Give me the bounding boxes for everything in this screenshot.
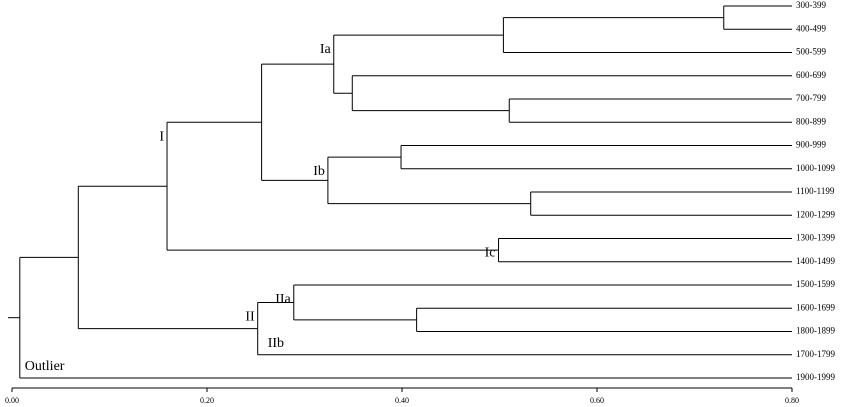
x-tick-label: 0.40: [395, 396, 409, 405]
x-tick-label: 0.60: [590, 396, 604, 405]
cluster-label: Ia: [320, 42, 332, 57]
leaf-label: 400-499: [796, 23, 826, 33]
leaf-label: 1200-1299: [796, 209, 835, 219]
leaf-label: 800-899: [796, 116, 826, 126]
cluster-label: Ic: [485, 246, 496, 261]
leaf-label: 1900-1999: [796, 372, 835, 382]
x-tick-label: 0.00: [5, 396, 19, 405]
leaf-label: 1800-1899: [796, 326, 835, 336]
cluster-label: IIa: [275, 292, 291, 307]
leaf-label: 1500-1599: [796, 279, 835, 289]
cluster-label: Outlier: [25, 359, 65, 374]
x-tick-label: 0.80: [785, 396, 799, 405]
leaf-label: 500-599: [796, 47, 826, 57]
leaf-label: 700-799: [796, 93, 826, 103]
leaf-label: 1300-1399: [796, 233, 835, 243]
cluster-label: Ib: [313, 164, 325, 179]
cluster-label: II: [245, 309, 255, 324]
leaf-label: 1600-1699: [796, 302, 835, 312]
leaf-label: 1000-1099: [796, 163, 835, 173]
leaf-label: 1400-1499: [796, 256, 835, 266]
leaf-label: 1700-1799: [796, 349, 835, 359]
leaf-label: 300-399: [796, 0, 826, 10]
leaf-label: 600-699: [796, 70, 826, 80]
x-tick-label: 0.20: [200, 396, 214, 405]
leaf-label: 900-999: [796, 140, 826, 150]
leaf-label: 1100-1199: [796, 186, 835, 196]
cluster-label: IIb: [268, 336, 284, 351]
cluster-label: I: [159, 129, 164, 144]
